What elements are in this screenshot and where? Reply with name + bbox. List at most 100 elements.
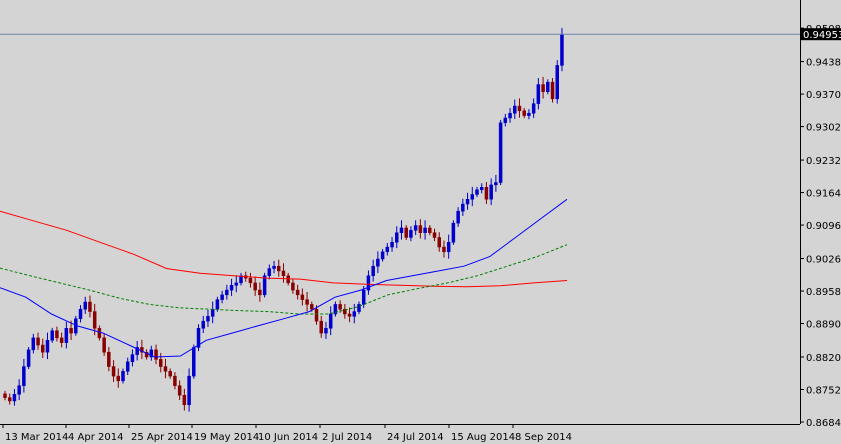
candle-body bbox=[456, 210, 460, 224]
candle bbox=[12, 389, 17, 406]
candle bbox=[404, 225, 408, 241]
candle-body bbox=[107, 351, 111, 367]
candle-body bbox=[550, 81, 555, 100]
candle bbox=[135, 340, 139, 361]
candle-body bbox=[220, 294, 224, 300]
candle-body bbox=[17, 385, 21, 395]
candle-body bbox=[536, 84, 541, 104]
candle bbox=[83, 296, 87, 314]
candle bbox=[173, 372, 177, 390]
candle-body bbox=[376, 258, 380, 267]
candle bbox=[78, 305, 83, 323]
candle bbox=[234, 275, 239, 293]
candle-body bbox=[281, 270, 286, 276]
candle bbox=[262, 272, 267, 298]
candle-body bbox=[196, 328, 201, 348]
candle bbox=[305, 291, 309, 312]
candle-body bbox=[531, 103, 536, 114]
candle bbox=[328, 306, 333, 336]
candle-body bbox=[470, 194, 475, 200]
candle bbox=[272, 260, 276, 274]
candle-body bbox=[432, 232, 437, 238]
candle-body bbox=[328, 313, 333, 329]
candle-body bbox=[248, 277, 253, 284]
candle-body bbox=[168, 371, 172, 377]
candle bbox=[489, 178, 493, 206]
candle bbox=[26, 346, 31, 370]
x-tick-label: 13 Mar 2014 bbox=[5, 432, 68, 443]
candle-body bbox=[267, 268, 272, 276]
candle bbox=[503, 113, 508, 127]
candle-body bbox=[229, 285, 234, 291]
candle-body bbox=[135, 347, 139, 355]
candle bbox=[45, 332, 50, 360]
candle bbox=[192, 344, 196, 379]
candle-body bbox=[366, 275, 371, 291]
candle bbox=[451, 220, 456, 245]
candle bbox=[163, 358, 168, 379]
candle-body bbox=[428, 227, 432, 233]
candle-body bbox=[404, 227, 408, 238]
candle bbox=[366, 270, 371, 295]
candle bbox=[456, 207, 460, 227]
x-tick-label: 24 Jul 2014 bbox=[387, 432, 444, 443]
candle-body bbox=[210, 308, 215, 317]
candle bbox=[418, 219, 423, 239]
candle-body bbox=[494, 182, 498, 186]
candle-body bbox=[26, 349, 31, 367]
candle bbox=[17, 379, 21, 401]
candle-body bbox=[357, 304, 361, 312]
moving-averages bbox=[0, 198, 568, 358]
candle bbox=[130, 349, 135, 367]
candle-body bbox=[225, 289, 229, 296]
candle-body bbox=[418, 225, 423, 233]
candle bbox=[159, 352, 163, 373]
plot-area[interactable] bbox=[0, 0, 800, 424]
candle bbox=[97, 325, 102, 341]
candle bbox=[253, 276, 257, 296]
candle bbox=[536, 78, 541, 110]
candle-body bbox=[262, 275, 267, 296]
candle-body bbox=[206, 316, 210, 322]
candle bbox=[300, 288, 305, 306]
candle bbox=[220, 290, 224, 304]
candle bbox=[154, 344, 158, 365]
candle bbox=[3, 390, 7, 401]
candle-body bbox=[517, 105, 522, 112]
candle bbox=[409, 226, 413, 242]
candle-body bbox=[423, 227, 427, 233]
candle bbox=[206, 309, 210, 327]
candle bbox=[475, 186, 479, 198]
candle bbox=[446, 234, 451, 259]
moving-average-red bbox=[0, 210, 568, 288]
candle-body bbox=[201, 320, 205, 329]
candle bbox=[31, 333, 36, 354]
candle-body bbox=[59, 337, 64, 343]
candle bbox=[428, 225, 432, 236]
candle bbox=[225, 284, 229, 300]
candle-body bbox=[83, 301, 87, 310]
candle bbox=[248, 272, 253, 288]
candle bbox=[442, 240, 446, 258]
x-tick-label: 15 Aug 2014 bbox=[451, 432, 515, 443]
candle bbox=[333, 301, 338, 317]
candle-body bbox=[258, 289, 262, 296]
candle-body bbox=[12, 394, 17, 402]
candle bbox=[376, 251, 380, 274]
candle-body bbox=[111, 366, 116, 377]
candle-body bbox=[50, 330, 54, 341]
candle-body bbox=[159, 359, 163, 367]
candle-body bbox=[36, 337, 40, 346]
candle bbox=[423, 220, 427, 240]
candle bbox=[267, 264, 272, 280]
candle bbox=[59, 332, 64, 348]
candle bbox=[55, 326, 59, 342]
candle-body bbox=[116, 375, 121, 382]
candle-body bbox=[149, 349, 154, 358]
